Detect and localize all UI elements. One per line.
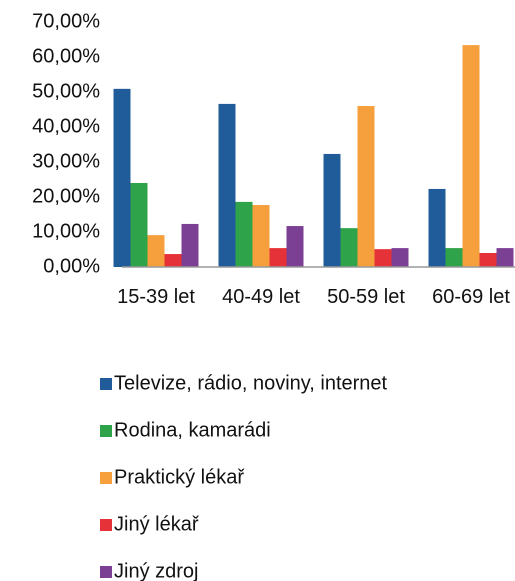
y-tick-label: 60,00%: [32, 45, 100, 67]
legend-label: Televize, rádio, noviny, internet: [114, 372, 388, 394]
bar: [130, 183, 148, 267]
y-tick-label: 30,00%: [32, 150, 100, 172]
legend-swatch: [100, 378, 112, 390]
y-tick-label: 20,00%: [32, 185, 100, 207]
y-tick-label: 10,00%: [32, 220, 100, 242]
bar: [323, 153, 341, 267]
legend-swatch: [100, 472, 112, 484]
bar: [428, 188, 446, 267]
bar: [445, 248, 463, 267]
bar: [462, 45, 480, 267]
bar: [218, 103, 236, 268]
bar: [374, 249, 392, 267]
legend-label: Rodina, kamarádi: [114, 419, 271, 441]
legend-swatch: [100, 566, 112, 578]
x-tick-label: 40-49 let: [222, 286, 300, 308]
x-tick-label: 60-69 let: [432, 286, 510, 308]
bar: [235, 201, 253, 267]
legend-swatch: [100, 519, 112, 531]
bar: [269, 248, 287, 267]
y-tick-label: 40,00%: [32, 115, 100, 137]
bar: [479, 253, 497, 267]
bar: [147, 235, 165, 267]
bar: [181, 223, 199, 267]
bar: [391, 248, 409, 267]
legend-label: Jiný zdroj: [114, 560, 198, 581]
x-tick-label: 50-59 let: [327, 286, 405, 308]
bar: [113, 88, 131, 267]
bar: [164, 254, 182, 267]
x-tick-label: 15-39 let: [117, 286, 195, 308]
bar: [357, 106, 375, 267]
bar: [286, 226, 304, 267]
y-tick-label: 70,00%: [32, 10, 100, 32]
bar: [252, 205, 270, 267]
legend-label: Jiný lékař: [114, 513, 200, 535]
legend-swatch: [100, 425, 112, 437]
bar: [340, 228, 358, 267]
bar: [496, 248, 514, 267]
y-tick-label: 50,00%: [32, 80, 100, 102]
legend-label: Praktický lékař: [114, 466, 245, 488]
y-tick-label: 0,00%: [43, 255, 100, 277]
